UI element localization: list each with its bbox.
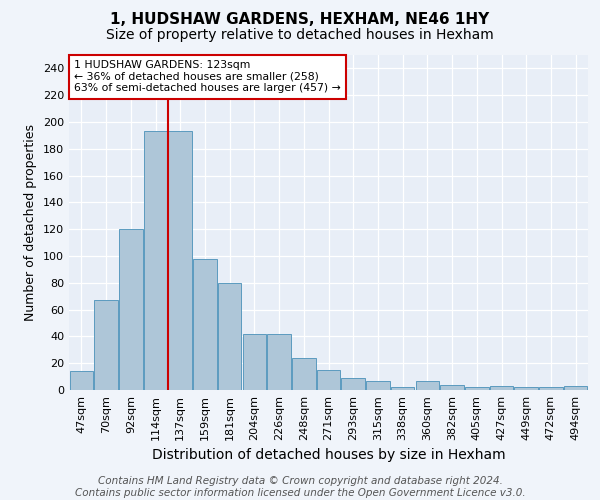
Y-axis label: Number of detached properties: Number of detached properties	[25, 124, 37, 321]
Bar	[94, 300, 118, 390]
Bar	[119, 229, 143, 390]
Bar	[564, 386, 587, 390]
Text: 1 HUDSHAW GARDENS: 123sqm
← 36% of detached houses are smaller (258)
63% of semi: 1 HUDSHAW GARDENS: 123sqm ← 36% of detac…	[74, 60, 341, 93]
Bar	[70, 371, 93, 390]
Bar	[242, 334, 266, 390]
Bar	[465, 388, 488, 390]
Bar	[169, 132, 192, 390]
Bar	[144, 132, 167, 390]
Text: Contains HM Land Registry data © Crown copyright and database right 2024.
Contai: Contains HM Land Registry data © Crown c…	[74, 476, 526, 498]
Bar	[268, 334, 291, 390]
X-axis label: Distribution of detached houses by size in Hexham: Distribution of detached houses by size …	[152, 448, 505, 462]
Bar	[514, 388, 538, 390]
Bar	[391, 388, 415, 390]
Bar	[440, 384, 464, 390]
Bar	[366, 380, 389, 390]
Text: 1, HUDSHAW GARDENS, HEXHAM, NE46 1HY: 1, HUDSHAW GARDENS, HEXHAM, NE46 1HY	[110, 12, 490, 28]
Bar	[292, 358, 316, 390]
Bar	[416, 380, 439, 390]
Bar	[539, 388, 563, 390]
Bar	[490, 386, 513, 390]
Bar	[317, 370, 340, 390]
Bar	[218, 283, 241, 390]
Text: Size of property relative to detached houses in Hexham: Size of property relative to detached ho…	[106, 28, 494, 42]
Bar	[193, 258, 217, 390]
Bar	[341, 378, 365, 390]
